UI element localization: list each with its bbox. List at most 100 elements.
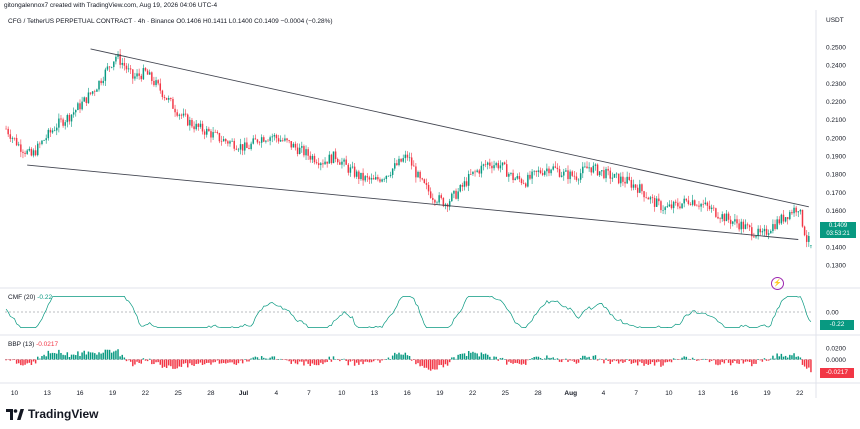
bbp-bar — [518, 359, 521, 364]
bbp-bar — [757, 359, 759, 360]
time-tick-label: 16 — [76, 390, 84, 397]
candle-body — [332, 151, 335, 164]
bbp-bar — [345, 359, 347, 361]
bbp-bar — [681, 357, 683, 360]
bbp-bar — [43, 354, 45, 360]
bbp-bar — [489, 356, 491, 360]
bbp-bar — [706, 359, 709, 360]
bbp-bar — [451, 357, 453, 360]
candle-body — [734, 219, 736, 222]
bbp-bar — [290, 359, 292, 364]
bbp-bar — [655, 359, 658, 363]
bbp-bar — [653, 359, 656, 366]
candle-body — [26, 150, 28, 154]
bbp-bar — [15, 359, 18, 364]
bbp-bar — [694, 359, 696, 360]
bbp-bar — [396, 354, 398, 360]
candle-body — [102, 80, 104, 84]
bbp-bar — [406, 355, 409, 360]
bbp-bar — [582, 355, 584, 360]
bbp-bar — [579, 358, 582, 360]
candle-body — [296, 147, 299, 155]
bbp-bar — [273, 356, 276, 360]
candle-body — [404, 154, 407, 159]
time-tick-label: 10 — [338, 390, 346, 397]
candle-body — [87, 92, 90, 104]
bbp-bar — [495, 356, 497, 360]
bbp-bar — [284, 359, 286, 360]
grid — [0, 10, 860, 398]
candle-body — [45, 138, 47, 141]
bbp-bar — [467, 351, 470, 360]
bbp-bar — [210, 359, 212, 365]
price-tick-label: 0.2500 — [826, 45, 846, 52]
bbp-bar — [115, 350, 117, 360]
candle-body — [117, 54, 119, 57]
bbp-bar — [258, 358, 261, 360]
price-tick-label: 0.2400 — [826, 63, 846, 70]
candle-body — [639, 184, 641, 193]
bbp-legend[interactable]: BBP (13) -0.0217 — [8, 341, 58, 348]
bbp-bar — [419, 359, 421, 367]
bbp-bar — [421, 359, 423, 366]
last-price-value: 0.1409 — [828, 223, 848, 229]
bbp-bar — [358, 359, 360, 365]
bbp-bar — [639, 359, 641, 362]
candle-body — [127, 68, 130, 70]
candle-body — [72, 112, 75, 115]
symbol-name[interactable]: CFG / TetherUS PERPETUAL CONTRACT · 4h ·… — [8, 18, 175, 25]
bbp-bar — [45, 356, 47, 360]
bbp-bar — [691, 357, 694, 360]
time-tick-label: 13 — [371, 390, 379, 397]
bbp-bar — [383, 359, 385, 360]
bbp-bar — [28, 359, 31, 363]
candle-body — [218, 133, 221, 142]
candle-body — [757, 228, 759, 237]
tradingview-logo[interactable]: TradingView — [6, 407, 98, 421]
candle-body — [459, 185, 461, 192]
bbp-bar — [26, 359, 28, 364]
bbp-bar — [776, 353, 778, 360]
candle-body — [269, 137, 271, 141]
cmf-legend[interactable]: CMF (20) -0.22 — [8, 294, 52, 301]
candle-body — [5, 128, 7, 130]
bbp-bar — [805, 359, 808, 369]
candle-body — [679, 206, 681, 209]
bbp-bar — [746, 359, 749, 362]
candle-body — [651, 197, 654, 199]
candle-body — [486, 162, 489, 165]
candle-body — [20, 144, 22, 152]
bbp-bar — [624, 359, 626, 363]
bbp-bar — [598, 358, 601, 360]
candle-body — [311, 155, 314, 160]
candle-body — [592, 165, 595, 173]
candle-body — [286, 138, 288, 141]
bbp-bar — [664, 359, 666, 363]
candle-body — [579, 173, 582, 180]
lightning-icon[interactable]: ⚡ — [771, 277, 784, 290]
candle-body — [148, 72, 151, 75]
bbp-bar — [797, 356, 800, 360]
candle-body — [134, 76, 136, 79]
bbp-bar — [85, 354, 88, 360]
bbp-bar — [474, 352, 476, 360]
bbp-bar — [698, 359, 700, 361]
bbp-bar — [748, 359, 751, 363]
candle-body — [423, 179, 426, 183]
bbp-bar — [470, 352, 472, 360]
bbp-bar — [434, 359, 436, 370]
bbp-bar — [123, 357, 126, 360]
bbp-bar — [738, 359, 740, 364]
bbp-bar — [759, 359, 761, 361]
candle-body — [732, 221, 734, 224]
bbp-bar — [132, 359, 134, 367]
bbp-bar — [636, 359, 639, 366]
candle-body — [79, 103, 81, 110]
candle-body — [172, 98, 174, 109]
candle-body — [613, 173, 616, 178]
bbp-bar — [784, 355, 787, 360]
countdown-value: 03:53:21 — [826, 231, 850, 237]
bbp-bar — [679, 359, 681, 360]
bbp-bar — [484, 353, 487, 360]
